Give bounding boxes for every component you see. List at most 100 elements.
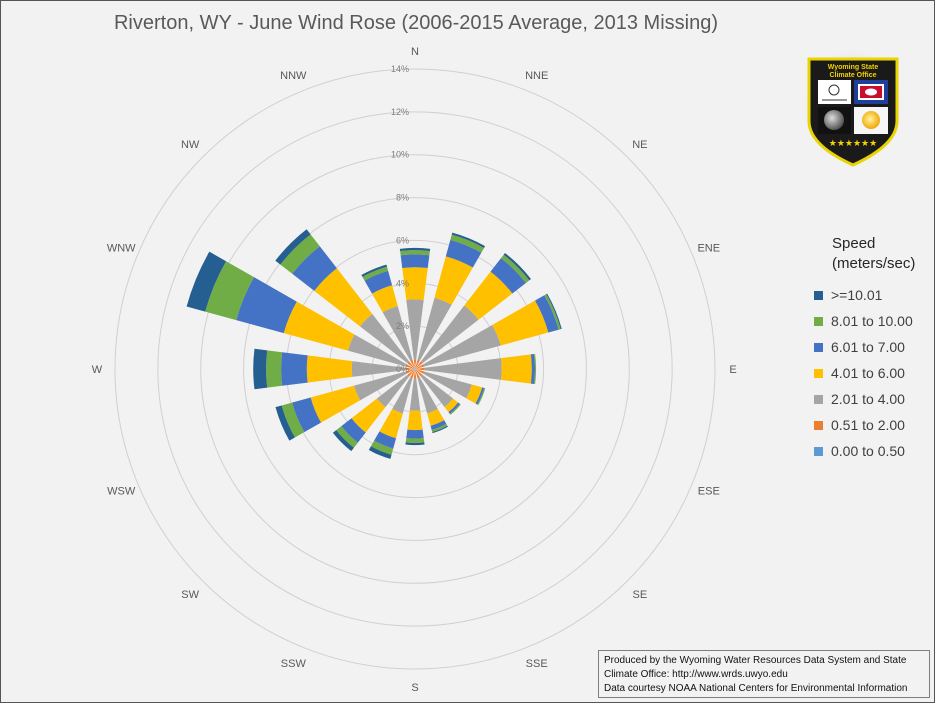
logo-text-line1: Wyoming State — [828, 64, 879, 71]
rose-bar-segment — [420, 305, 479, 364]
rose-bar-segment — [492, 300, 549, 346]
rose-bar-segment — [362, 266, 389, 281]
rose-bar-segment — [415, 369, 416, 370]
rose-bar-segment — [448, 402, 460, 414]
credit-line: Climate Office: http://www.wrds.uwyo.edu — [604, 669, 788, 680]
rose-bar-segment — [414, 368, 415, 369]
legend-swatch — [814, 316, 823, 326]
rose-bar-segment — [415, 369, 423, 377]
rose-bar-segment — [449, 403, 461, 415]
direction-label: ENE — [697, 242, 720, 254]
direction-labels: N NNE NE ENE E ESE SE SSE S SSW SW WSW W WNW NW NNW — [92, 46, 737, 694]
legend: Speed (meters/sec) >=10.01 8.01 to 10.00… — [814, 234, 932, 464]
credit-line: Produced by the Wyoming Water Resources … — [604, 655, 907, 666]
rose-bar-segment — [341, 418, 366, 443]
direction-label: SW — [181, 589, 199, 601]
rose-bar-segment — [423, 371, 472, 399]
rose-bar-segment — [407, 369, 415, 377]
rose-bar-segment — [275, 229, 311, 265]
legend-swatch — [814, 368, 823, 378]
rose-bar-segment — [266, 350, 283, 388]
rose-bar-segment — [417, 377, 438, 414]
direction-label: S — [411, 682, 418, 694]
rose-bar-segment — [283, 301, 355, 351]
legend-item: 0.51 to 2.00 — [814, 412, 932, 438]
rose-bar-segment — [379, 409, 403, 439]
legend-label: 2.01 to 4.00 — [831, 391, 905, 407]
logo-text-line2: Climate Office — [829, 72, 876, 79]
direction-label: N — [411, 46, 419, 58]
rose-bar-segment — [427, 409, 445, 426]
rose-bar-segment — [406, 429, 424, 439]
rose-bar-segment — [292, 397, 322, 433]
rose-bar-segment — [450, 234, 485, 253]
rose-bar-segment — [361, 264, 388, 277]
rose-bar-segment — [415, 359, 420, 369]
rose-bar-segment — [414, 367, 415, 369]
direction-label: ESE — [698, 486, 720, 498]
rose-bar-segment — [370, 440, 394, 455]
legend-item: 8.01 to 10.00 — [814, 308, 932, 334]
rose-bar-segment — [354, 371, 407, 401]
rose-bar-segment — [292, 246, 337, 291]
rose-bar-segment — [501, 354, 532, 384]
direction-label: NE — [632, 139, 647, 151]
radial-tick-label: 8% — [396, 193, 409, 203]
rose-bar-segment — [402, 267, 428, 300]
moon-icon — [824, 110, 844, 130]
rose-bar-segment — [451, 232, 486, 249]
rose-bar-segment — [415, 369, 425, 374]
rose-bar-segment — [351, 398, 386, 433]
direction-label: WSW — [107, 486, 136, 498]
direction-label: NNW — [280, 70, 307, 82]
rose-bar-segment — [368, 446, 392, 459]
rose-bar-segment — [336, 426, 358, 448]
direction-label: WNW — [107, 242, 136, 254]
rose-bar-segment — [332, 430, 354, 452]
radial-tick-label: 4% — [396, 278, 409, 288]
rose-bar-segment — [414, 369, 415, 371]
legend-label: 8.01 to 10.00 — [831, 313, 913, 329]
grid-ring — [157, 111, 673, 627]
rose-bar-segment — [415, 364, 425, 369]
legend-item: 2.01 to 4.00 — [814, 386, 932, 412]
rose-bar-segment — [382, 305, 413, 361]
rose-bar-segment — [430, 420, 447, 430]
rose-bar-segment — [364, 270, 393, 294]
rose-bar-segment — [420, 374, 454, 408]
rose-bar-segment — [444, 398, 459, 413]
rose-bar-segment — [405, 369, 415, 374]
legend-item: 4.01 to 6.00 — [814, 360, 932, 386]
rose-bar-segment — [351, 361, 406, 377]
rose-bar-segment — [410, 359, 415, 369]
rose-bar-segment — [530, 353, 535, 385]
rose-bar-segment — [409, 378, 421, 411]
sun-icon — [862, 111, 880, 129]
direction-label: SSW — [281, 658, 307, 670]
rose-bar-segment — [417, 297, 452, 361]
direction-label: E — [729, 364, 736, 376]
rose-bar-segment — [416, 367, 425, 371]
rose-bar-segment — [415, 369, 417, 370]
grid-ring — [243, 197, 587, 541]
rose-bar-segment — [399, 247, 431, 252]
rose-bar-segment — [490, 258, 526, 294]
radial-tick-label: 0% — [396, 364, 409, 374]
rose-bar-segment — [415, 368, 417, 369]
legend-label: 6.01 to 7.00 — [831, 339, 905, 355]
rose-bar-segment — [372, 285, 398, 313]
rose-bar-segment — [415, 368, 416, 369]
direction-label: SSE — [526, 658, 548, 670]
rose-bar-segment — [431, 423, 448, 433]
rose-bar-segment — [413, 359, 417, 368]
legend-label: >=10.01 — [831, 287, 883, 303]
rose-bar-segment — [413, 369, 415, 370]
rose-bar-segment — [503, 253, 531, 281]
rose-bar-segment — [376, 374, 410, 408]
rose-bar-segment — [413, 368, 415, 369]
rose-bar-segment — [501, 254, 530, 283]
rose-bar-segment — [392, 377, 413, 414]
radial-tick-label: 2% — [396, 321, 409, 331]
rose-bar-segment — [281, 402, 305, 438]
